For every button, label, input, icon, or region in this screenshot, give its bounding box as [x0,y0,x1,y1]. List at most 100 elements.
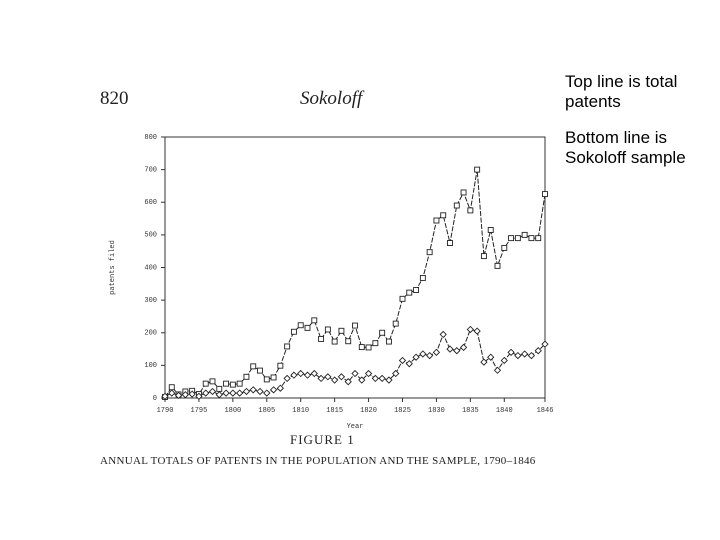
marker [168,389,176,397]
y-tick-label: 200 [144,330,157,338]
marker [358,344,365,351]
marker [372,340,379,347]
marker [453,202,460,209]
marker [188,390,196,398]
x-tick-label: 1830 [428,407,445,415]
marker [480,253,487,260]
marker [222,389,230,397]
marker [493,366,502,374]
marker [460,189,467,196]
marker [331,376,339,384]
marker [446,345,454,353]
marker [290,328,297,335]
marker [392,369,400,378]
marker [412,353,420,361]
marker [494,262,501,269]
marker [263,389,271,397]
marker [174,391,183,400]
x-tick-label: 1846 [537,407,554,415]
y-tick-label: 300 [144,297,157,305]
marker [236,389,244,397]
marker [250,363,257,370]
marker [277,362,284,369]
marker [385,376,393,384]
marker [257,367,263,374]
x-tick-label: 1795 [191,407,208,415]
marker [297,322,304,329]
marker [236,380,243,387]
marker [487,353,495,361]
marker [439,330,447,339]
marker [392,320,399,327]
x-tick-label: 1835 [462,407,479,415]
marker [310,369,318,378]
marker [249,386,257,394]
marker [480,358,488,366]
marker [358,376,366,384]
marker [527,351,536,360]
marker [337,373,346,381]
marker [195,392,203,401]
marker [223,380,230,387]
y-tick-label: 700 [144,166,157,174]
marker [413,287,420,293]
marker [371,374,379,383]
x-tick-label: 1790 [157,407,174,415]
marker [161,392,169,401]
marker [229,381,236,388]
page-number: 820 [100,88,129,109]
marker [324,373,332,381]
note: Top line is total patents [565,72,678,111]
marker [352,322,358,329]
marker [514,351,522,360]
marker [208,387,217,396]
marker [378,374,386,383]
x-tick-label: 1800 [224,407,241,415]
marker [256,387,264,396]
x-tick-label: 1815 [326,407,343,415]
marker [304,324,311,331]
marker [351,369,359,378]
marker [379,329,386,336]
marker [514,235,521,242]
marker [297,369,305,378]
marker [426,351,434,360]
caption: ANNUAL TOTALS OF PATENTS IN THE POPULATI… [100,455,536,467]
marker [168,384,175,391]
marker [344,378,352,386]
x-tick-label: 1840 [496,407,513,415]
marker [290,371,298,379]
marker [473,327,481,335]
marker [215,391,223,399]
marker [432,348,441,356]
marker [453,347,461,355]
y-tick-label: 0 [153,395,157,403]
marker [202,389,210,397]
marker [426,249,433,256]
y-tick-label: 500 [144,232,157,240]
marker [243,373,250,380]
marker [467,207,474,214]
marker [535,235,542,242]
marker [501,244,508,251]
marker [508,235,515,242]
marker [433,217,440,224]
marker [487,227,494,233]
marker [331,338,338,345]
marker [229,389,237,397]
marker [419,350,427,358]
marker [311,317,318,324]
marker [541,340,549,348]
marker [242,387,251,396]
marker [181,391,189,399]
marker [447,240,453,246]
x-tick-label: 1825 [394,407,411,415]
marker [364,369,373,378]
x-axis-label: Year [347,423,364,431]
marker [521,231,528,238]
running-head: Sokoloff [300,88,363,109]
marker [303,371,312,379]
marker [507,348,515,356]
